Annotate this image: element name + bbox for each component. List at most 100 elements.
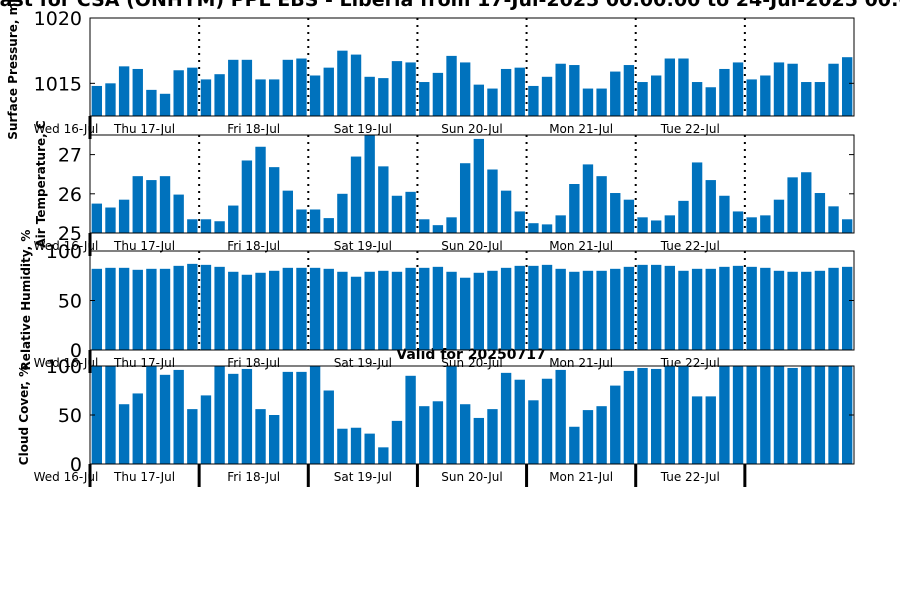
bar: [691, 82, 703, 116]
bar: [650, 264, 662, 350]
bar: [801, 172, 812, 233]
bar: [364, 271, 375, 350]
bar: [841, 219, 853, 233]
bar: [91, 85, 103, 116]
bar: [446, 271, 457, 350]
bar: [841, 366, 853, 464]
bar: [132, 269, 143, 350]
bar: [146, 180, 157, 233]
bar: [610, 385, 621, 464]
bar: [623, 65, 635, 116]
y-tick-label: 25: [58, 223, 82, 245]
bar: [487, 88, 498, 116]
bar: [719, 366, 730, 464]
bar: [350, 427, 362, 464]
bar: [118, 267, 130, 350]
bar: [118, 66, 130, 116]
bar: [173, 194, 184, 233]
bar: [569, 271, 580, 350]
bar: [459, 163, 471, 233]
bar: [187, 263, 198, 350]
bar: [146, 366, 157, 464]
y-tick-label: 100: [46, 356, 82, 378]
bar: [650, 368, 662, 464]
day-label: Sat 19-Jul: [334, 239, 392, 253]
bar: [282, 267, 294, 350]
bar: [405, 62, 416, 116]
bar: [255, 146, 266, 233]
bar: [719, 195, 730, 233]
bar: [787, 63, 798, 116]
day-label: Tue 22-Jul: [660, 239, 720, 253]
bar: [500, 267, 512, 350]
bar: [391, 195, 403, 233]
bar: [528, 400, 539, 464]
day-label: Sat 19-Jul: [334, 356, 392, 370]
bar: [473, 138, 485, 233]
bar: [459, 404, 471, 464]
bar: [105, 366, 116, 464]
bar: [364, 135, 375, 233]
day-label: Fri 18-Jul: [227, 122, 280, 136]
bar: [555, 215, 566, 233]
bar: [555, 63, 566, 116]
bar: [159, 374, 171, 464]
y-tick-label: 0: [70, 340, 82, 362]
bar: [159, 268, 171, 350]
bar: [459, 277, 471, 350]
bar: [541, 264, 553, 350]
y-tick-label: 1015: [34, 73, 82, 95]
bar: [664, 265, 676, 350]
y-tick-label: 50: [58, 291, 82, 313]
bar: [637, 264, 648, 350]
y-tick-label: 50: [58, 405, 82, 427]
bar: [487, 409, 498, 464]
bar: [610, 71, 621, 116]
bar: [596, 88, 607, 116]
bar: [610, 193, 621, 233]
bar: [705, 87, 716, 116]
bar: [582, 270, 594, 350]
bar: [487, 169, 498, 233]
bar: [241, 59, 253, 116]
plot-frame: [89, 134, 855, 234]
bar: [364, 76, 375, 116]
bar: [678, 270, 689, 350]
bar: [500, 68, 512, 116]
bar: [623, 199, 635, 233]
bar: [200, 264, 212, 350]
y-tick-label: 100: [46, 241, 82, 263]
bar: [146, 89, 157, 116]
bar: [214, 74, 225, 116]
bar: [760, 75, 771, 116]
bar: [419, 82, 430, 116]
bar: [678, 366, 689, 464]
bar: [650, 220, 662, 233]
day-label: Mon 21-Jul: [549, 239, 613, 253]
bar: [610, 268, 621, 350]
y-tick-label: 26: [58, 184, 82, 206]
bar: [105, 83, 116, 116]
bar: [514, 379, 525, 464]
bar: [378, 78, 389, 116]
bar: [132, 393, 143, 464]
bar: [691, 268, 703, 350]
bar: [378, 166, 389, 233]
bar: [841, 57, 853, 116]
bar: [173, 369, 184, 464]
day-label: Fri 18-Jul: [227, 239, 280, 253]
bar: [541, 224, 553, 233]
bar: [814, 366, 826, 464]
bar: [732, 366, 744, 464]
bar: [132, 68, 143, 116]
bar: [773, 366, 785, 464]
day-label: Thu 17-Jul: [113, 122, 175, 136]
bar: [268, 415, 280, 464]
bar: [705, 268, 716, 350]
bar: [419, 267, 430, 350]
bar: [432, 266, 444, 350]
bar: [432, 225, 444, 233]
bar: [650, 75, 662, 116]
bar: [787, 177, 798, 233]
